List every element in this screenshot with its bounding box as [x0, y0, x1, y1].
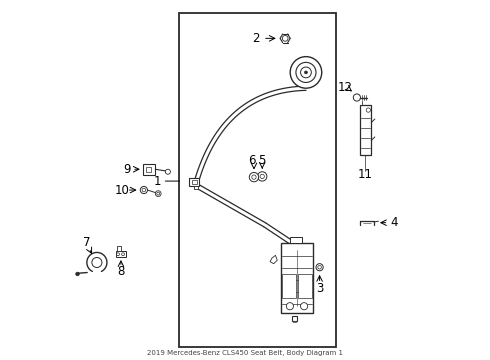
Bar — [179, 13, 337, 347]
Circle shape — [286, 303, 294, 310]
Bar — [281, 243, 313, 313]
Circle shape — [300, 67, 311, 78]
Bar — [282, 274, 296, 298]
Bar — [293, 320, 296, 322]
Bar — [292, 316, 297, 320]
Bar — [192, 180, 196, 184]
Text: 3: 3 — [316, 282, 323, 295]
Bar — [116, 251, 126, 257]
Circle shape — [366, 108, 370, 112]
Circle shape — [304, 71, 307, 74]
Text: 5: 5 — [259, 154, 266, 167]
Circle shape — [260, 174, 265, 179]
Circle shape — [318, 265, 321, 269]
Bar — [143, 164, 155, 175]
Text: 12: 12 — [338, 81, 353, 94]
Bar — [117, 246, 121, 251]
Circle shape — [92, 257, 102, 267]
Circle shape — [249, 172, 259, 182]
Circle shape — [122, 253, 124, 256]
Circle shape — [140, 186, 147, 194]
Text: 2: 2 — [252, 32, 260, 45]
Circle shape — [258, 172, 267, 181]
Circle shape — [157, 192, 160, 195]
Circle shape — [142, 188, 146, 192]
Bar — [189, 178, 199, 186]
Circle shape — [252, 175, 256, 179]
Circle shape — [117, 253, 120, 256]
Text: 2019 Mercedes-Benz CLS450 Seat Belt, Body Diagram 1: 2019 Mercedes-Benz CLS450 Seat Belt, Bod… — [147, 350, 343, 356]
Text: 4: 4 — [390, 216, 397, 229]
Polygon shape — [270, 255, 277, 264]
Circle shape — [316, 264, 323, 271]
Circle shape — [300, 303, 308, 310]
Circle shape — [290, 57, 322, 88]
Bar — [298, 274, 312, 298]
Bar — [360, 105, 371, 155]
Circle shape — [296, 62, 316, 82]
Circle shape — [76, 272, 79, 276]
Text: 8: 8 — [117, 265, 124, 278]
Bar — [194, 186, 197, 189]
Text: 1: 1 — [153, 175, 161, 188]
Circle shape — [155, 191, 161, 197]
Text: 6: 6 — [248, 154, 255, 167]
Circle shape — [282, 36, 288, 41]
Bar — [146, 167, 151, 172]
Text: 9: 9 — [123, 163, 130, 176]
Text: 10: 10 — [114, 184, 129, 197]
Text: 11: 11 — [358, 168, 373, 181]
Text: 7: 7 — [83, 236, 91, 249]
Bar — [290, 237, 302, 243]
Circle shape — [166, 169, 171, 174]
Circle shape — [353, 94, 361, 101]
